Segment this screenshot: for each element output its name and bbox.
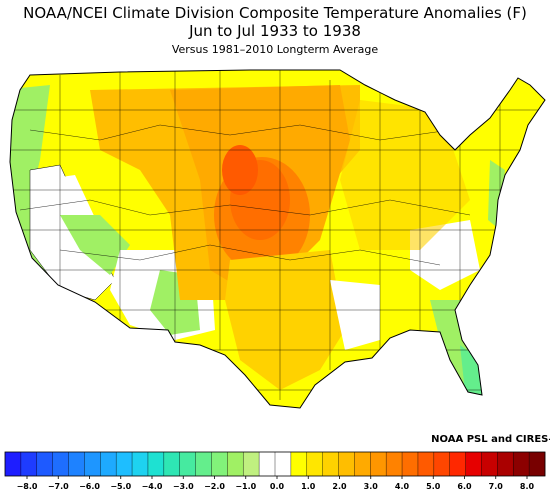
colorbar-swatch <box>68 452 85 476</box>
colorbar-swatch <box>449 452 466 476</box>
colorbar-swatch <box>259 452 276 476</box>
caption: Versus 1981–2010 Longterm Average <box>172 43 379 56</box>
colorbar-swatch <box>147 452 165 476</box>
title: NOAA/NCEI Climate Division Composite Tem… <box>23 4 527 22</box>
colorbar-swatch <box>84 452 101 476</box>
colorbar-swatch <box>116 452 133 476</box>
colorbar-swatch <box>513 452 530 476</box>
colorbar-swatch <box>132 452 149 476</box>
colorbar-tick-label: 7.0 <box>489 482 504 491</box>
colorbar-swatch <box>227 452 244 476</box>
colorbar-swatch <box>52 452 69 476</box>
colorbar-tick-label: −7.0 <box>48 482 69 491</box>
colorbar-tick-label: −5.0 <box>110 482 131 491</box>
colorbar-swatch <box>275 452 292 476</box>
colorbar-tick-label: −2.0 <box>204 482 225 491</box>
colorbar-tick-label: 5.0 <box>426 482 441 491</box>
colorbar-swatch <box>100 452 117 476</box>
us-outline <box>9 69 546 409</box>
colorbar-swatch <box>163 452 181 476</box>
colorbar-swatch <box>338 452 355 476</box>
colorbar-tick-label: 2.0 <box>332 482 347 491</box>
colorbar-swatch <box>179 452 196 476</box>
colorbar-swatch <box>529 452 546 476</box>
colorbar-swatch <box>386 452 403 476</box>
colorbar-swatch <box>417 452 435 476</box>
colorbar-tick-label: 8.0 <box>520 482 535 491</box>
colorbar-swatch <box>20 452 38 476</box>
colorbar-tick-label: 4.0 <box>395 482 410 491</box>
colorbar-tick-label: −8.0 <box>17 482 38 491</box>
colorbar-swatch <box>354 452 371 476</box>
credit: NOAA PSL and CIRES–CU <box>431 434 550 445</box>
map <box>10 70 545 408</box>
colorbar-swatch <box>497 452 514 476</box>
colorbar-tick-label: −6.0 <box>79 482 100 491</box>
colorbar-tick-label: 0.0 <box>270 482 285 491</box>
colorbar: −8.0 −7.0 −6.0 −5.0 −4.0 −3.0 −2.0 −1.0 0.0 1.0 2.… <box>4 451 546 491</box>
colorbar-swatch <box>322 452 339 476</box>
colorbar-swatch <box>481 452 498 476</box>
colorbar-swatch <box>465 452 482 476</box>
colorbar-tick-label: −1.0 <box>235 482 256 491</box>
colorbar-swatch <box>211 452 228 476</box>
colorbar-swatch <box>195 452 212 476</box>
colorbar-swatch <box>306 452 323 476</box>
colorbar-tick-label: 6.0 <box>457 482 472 491</box>
colorbar-swatch <box>402 452 419 476</box>
colorbar-tick-label: 1.0 <box>301 482 316 491</box>
colorbar-tick-label: −4.0 <box>142 482 163 491</box>
colorbar-swatch <box>5 452 22 476</box>
colorbar-swatch <box>290 452 308 476</box>
subtitle: Jun to Jul 1933 to 1938 <box>188 22 361 40</box>
colorbar-tick-label: 3.0 <box>364 482 379 491</box>
colorbar-swatch <box>433 452 451 476</box>
colorbar-swatch <box>370 452 387 476</box>
colorbar-swatch <box>36 452 53 476</box>
colorbar-tick-label: −3.0 <box>173 482 194 491</box>
colorbar-swatch <box>243 452 260 476</box>
